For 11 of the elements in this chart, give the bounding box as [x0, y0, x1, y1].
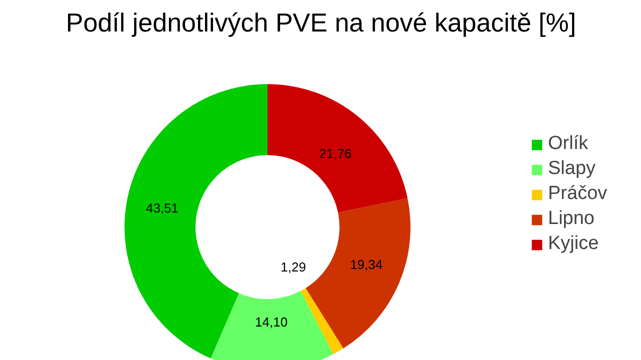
data-label: 43,51 [146, 200, 179, 216]
data-label: 19,34 [350, 256, 383, 272]
data-label: 14,10 [255, 314, 288, 330]
legend-label: Orlík [548, 133, 588, 155]
legend-label: Lipno [548, 208, 594, 230]
data-label: 1,29 [280, 260, 306, 275]
legend-label: Slapy [548, 158, 596, 180]
legend-label: Kyjice [548, 233, 599, 255]
legend-label: Práčov [548, 183, 608, 205]
chart-title: Podíl jednotlivých PVE na nové kapacitě [%] [66, 8, 576, 38]
data-label: 21,76 [319, 146, 352, 161]
